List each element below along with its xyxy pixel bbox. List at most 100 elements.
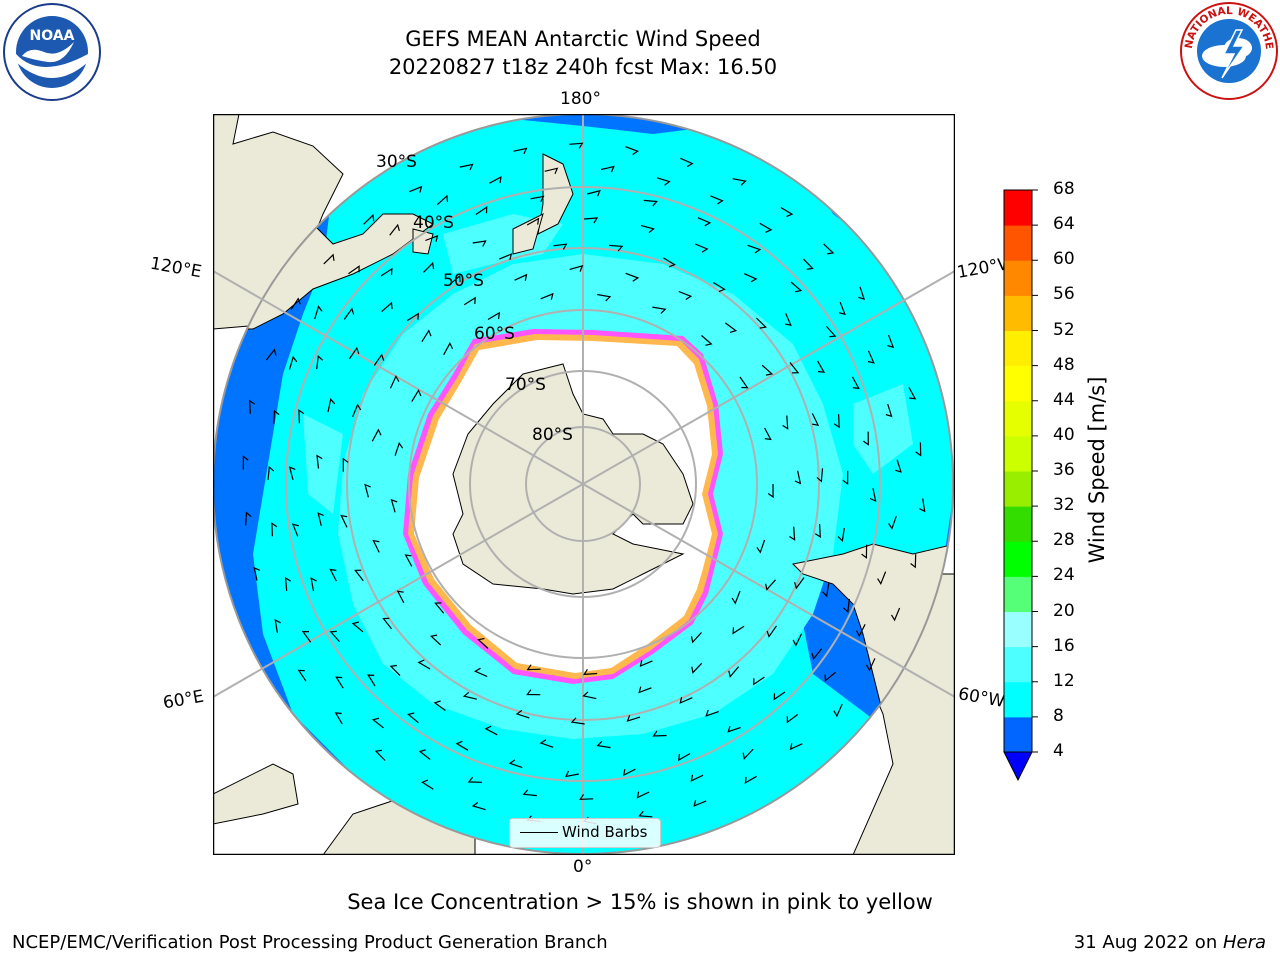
wind-barb	[863, 431, 869, 446]
wind-barb	[425, 234, 439, 242]
wind-barb	[867, 350, 875, 364]
wind-barb	[710, 195, 724, 205]
wind-barb	[587, 189, 601, 197]
wind-barb	[310, 577, 317, 592]
wind-barb	[522, 789, 537, 797]
wind-barb	[471, 801, 486, 811]
wind-barb	[544, 167, 559, 175]
wind-barb	[473, 667, 488, 678]
colorbar-tick-label: 68	[1053, 179, 1075, 199]
wind-barb	[526, 664, 541, 671]
wind-barb	[789, 362, 800, 374]
wind-barb	[919, 498, 926, 513]
lat-label-50s: 50°S	[443, 271, 484, 291]
wind-barb-legend-label: Wind Barbs	[562, 823, 648, 841]
wind-barb	[363, 214, 375, 225]
colorbar-bin	[1004, 260, 1032, 296]
wind-barb	[691, 662, 703, 674]
wind-barb	[553, 243, 568, 250]
wind-barb	[838, 301, 846, 316]
lat-label-80s: 80°S	[532, 425, 573, 445]
wind-barb	[803, 258, 814, 270]
wind-barb	[364, 483, 371, 498]
wind-barb	[291, 523, 299, 537]
wind-barb	[487, 311, 501, 321]
antarctic-wind-map	[213, 114, 955, 855]
wind-barb	[817, 360, 826, 373]
wind-barb	[678, 290, 693, 301]
wind-barb	[342, 457, 349, 472]
wind-barb	[794, 470, 802, 485]
wind-barb	[569, 265, 584, 272]
wind-barb	[596, 740, 611, 749]
noaa-logo-icon: NOAA	[3, 3, 101, 101]
wind-barb	[861, 544, 868, 559]
wind-barb	[755, 317, 767, 329]
lon-label-120e: 120°E	[148, 253, 204, 283]
wind-barb	[652, 306, 667, 314]
wind-barb	[389, 664, 401, 677]
wind-barb	[372, 539, 380, 553]
wind-barb	[459, 163, 474, 171]
wind-barb	[697, 217, 712, 227]
wind-barb	[242, 455, 249, 470]
wind-barb	[423, 261, 435, 273]
wind-barb	[417, 659, 431, 670]
wind-barb	[640, 224, 655, 234]
wind-barb	[759, 222, 773, 233]
lon-label-180: 180°	[560, 89, 601, 109]
wind-barb	[693, 799, 707, 807]
wind-barbs	[242, 142, 926, 825]
wind-barb	[284, 576, 292, 591]
wind-barb	[484, 725, 498, 736]
wind-barb	[680, 157, 694, 168]
wind-barb	[794, 577, 805, 590]
wind-barb	[732, 625, 745, 635]
colorbar-bin	[1004, 295, 1032, 331]
wind-barb	[643, 199, 658, 207]
colorbar-bin	[1004, 435, 1032, 472]
wind-barb	[316, 454, 323, 469]
colorbar-tick-label: 20	[1053, 600, 1075, 621]
wind-barb	[625, 272, 640, 282]
wind-barb	[406, 312, 419, 322]
wind-barb	[475, 206, 488, 215]
wind-barb	[249, 399, 256, 414]
chart-subtitle: 20220827 t18z 240h fcst Max: 16.50	[388, 55, 778, 79]
colorbar-bin	[1004, 611, 1032, 648]
wind-barb	[833, 414, 840, 429]
wind-barb	[639, 660, 653, 668]
wind-barb	[837, 527, 845, 543]
wind-barb	[728, 666, 740, 678]
wind-barb	[609, 244, 624, 252]
wind-barb	[623, 768, 636, 777]
wind-barb	[851, 376, 860, 390]
wind-barb	[842, 470, 849, 485]
wind-barb	[690, 632, 702, 644]
wind-barb	[915, 442, 922, 457]
wind-barb	[780, 206, 794, 218]
wind-barb	[773, 691, 786, 701]
wind-barb	[530, 195, 545, 203]
wind-barb	[739, 376, 749, 389]
wind-barb	[323, 253, 335, 265]
wind-barb	[329, 630, 340, 643]
colorbar-tick-label: 44	[1053, 389, 1075, 410]
colorbar-tick-label: 60	[1053, 249, 1075, 270]
wind-barb	[463, 296, 476, 306]
wind-barb	[373, 353, 385, 366]
wind-barb	[467, 776, 482, 783]
wind-barb	[317, 512, 324, 526]
wind-barb	[638, 810, 653, 818]
wind-barb	[789, 743, 803, 751]
date-text: 31 Aug 2022 on	[1073, 932, 1223, 953]
wind-barb	[390, 498, 398, 513]
wind-barb	[713, 281, 726, 293]
wind-barb	[855, 624, 866, 638]
wind-barb	[290, 297, 301, 310]
wind-barb	[314, 305, 323, 320]
colorbar-tick-label: 52	[1053, 319, 1075, 340]
wind-barb	[513, 147, 528, 155]
wind-barb	[790, 281, 803, 293]
colorbar-bin	[1004, 541, 1032, 577]
